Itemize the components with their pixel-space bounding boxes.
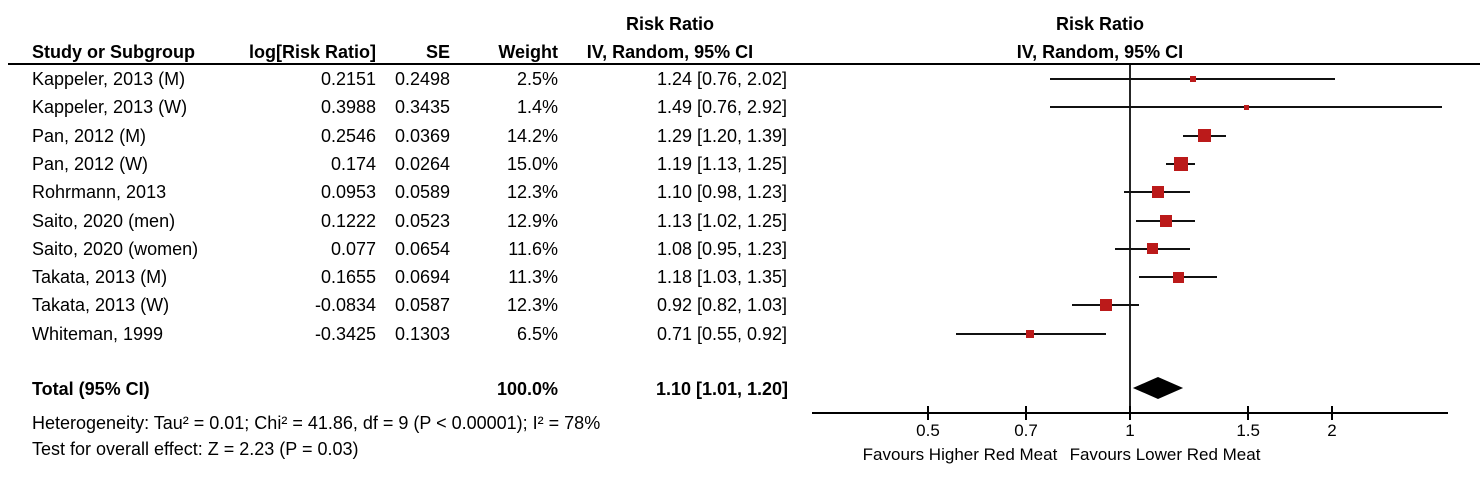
header-separator-line — [8, 63, 1480, 65]
weight-cell: 14.2% — [506, 125, 558, 146]
column-header-weight: Weight — [498, 42, 558, 62]
effect-square-marker — [1173, 156, 1188, 171]
weight-cell: 2.5% — [516, 69, 558, 89]
plot-header-risk-ratio-title: Risk Ratio — [1055, 14, 1145, 34]
weight-cell: 1.4% — [516, 97, 558, 118]
axis-tick — [1129, 406, 1131, 420]
axis-tick — [927, 406, 929, 420]
total-row-label: Total (95% CI) — [32, 379, 150, 399]
axis-tick-label: 1 — [1125, 421, 1135, 440]
weight-cell: 12.9% — [506, 210, 558, 231]
column-header-iv-random-ci: IV, Random, 95% CI — [586, 42, 754, 62]
column-header-study: Study or Subgroup — [32, 42, 195, 62]
log-rr-cell: 0.0953 — [320, 182, 376, 203]
se-cell: 0.0694 — [394, 267, 450, 288]
column-header-log-risk-ratio: log[Risk Ratio] — [248, 42, 376, 62]
favours-left-label: Favours Higher Red Meat — [862, 445, 1058, 464]
study-name-cell: Takata, 2013 (W) — [32, 295, 170, 316]
null-effect-line — [1129, 65, 1131, 413]
overall-effect-test: Test for overall effect: Z = 2.23 (P = 0… — [32, 439, 359, 459]
heterogeneity-stats: Heterogeneity: Tau² = 0.01; Chi² = 41.86… — [32, 413, 601, 433]
log-rr-cell: 0.1222 — [320, 210, 376, 231]
ci-cell: 0.92 [0.82, 1.03] — [656, 295, 788, 316]
ci-cell: 1.24 [0.76, 2.02] — [656, 69, 788, 89]
log-rr-cell: 0.077 — [330, 238, 376, 259]
se-cell: 0.0589 — [394, 182, 450, 203]
study-name-cell: Kappeler, 2013 (M) — [32, 69, 186, 89]
effect-square-marker — [1243, 104, 1249, 110]
log-rr-cell: 0.1655 — [320, 267, 376, 288]
se-cell: 0.0264 — [394, 153, 450, 174]
effect-square-marker — [1189, 76, 1196, 82]
column-header-risk-ratio-title: Risk Ratio — [625, 14, 715, 34]
effect-square-marker — [1099, 299, 1112, 312]
ci-cell: 1.18 [1.03, 1.35] — [656, 267, 788, 288]
study-name-cell: Pan, 2012 (M) — [32, 125, 147, 146]
se-cell: 0.0654 — [394, 238, 450, 259]
log-rr-cell: 0.2546 — [320, 125, 376, 146]
se-cell: 0.3435 — [394, 97, 450, 118]
log-rr-cell: 0.2151 — [320, 69, 376, 89]
axis-tick — [1247, 406, 1250, 420]
pooled-diamond — [1132, 377, 1184, 399]
ci-cell: 1.29 [1.20, 1.39] — [656, 125, 788, 146]
study-name-cell: Rohrmann, 2013 — [32, 182, 167, 203]
ci-cell: 1.49 [0.76, 2.92] — [656, 97, 788, 118]
ci-cell: 1.19 [1.13, 1.25] — [656, 153, 788, 174]
weight-cell: 15.0% — [506, 153, 558, 174]
ci-cell: 1.08 [0.95, 1.23] — [656, 238, 788, 259]
study-name-cell: Saito, 2020 (men) — [32, 210, 176, 231]
log-rr-cell: 0.3988 — [320, 97, 376, 118]
ci-cell: 1.13 [1.02, 1.25] — [656, 210, 788, 231]
weight-cell: 12.3% — [506, 295, 558, 316]
plot-header-iv-random-ci: IV, Random, 95% CI — [1016, 42, 1184, 62]
se-cell: 0.2498 — [394, 69, 450, 89]
se-cell: 0.1303 — [394, 323, 450, 344]
effect-square-marker — [1146, 243, 1158, 255]
column-header-se: SE — [425, 42, 450, 62]
axis-tick-label: 1.5 — [1236, 421, 1260, 440]
total-row-weight: 100.0% — [496, 379, 558, 399]
study-name-cell: Pan, 2012 (W) — [32, 153, 149, 174]
axis-tick — [1330, 406, 1333, 420]
study-name-cell: Takata, 2013 (M) — [32, 267, 168, 288]
axis-tick-label: 2 — [1327, 421, 1337, 440]
se-cell: 0.0369 — [394, 125, 450, 146]
ci-cell: 0.71 [0.55, 0.92] — [656, 323, 788, 344]
weight-cell: 11.3% — [508, 267, 558, 288]
log-rr-cell: 0.174 — [330, 153, 376, 174]
weight-cell: 6.5% — [516, 323, 558, 344]
ci-cell: 1.10 [0.98, 1.23] — [656, 182, 788, 203]
log-rr-cell: -0.0834 — [314, 295, 376, 316]
log-rr-cell: -0.3425 — [314, 323, 376, 344]
se-cell: 0.0587 — [394, 295, 450, 316]
total-row-ci: 1.10 [1.01, 1.20] — [655, 379, 789, 399]
axis-tick-label: 0.5 — [916, 421, 940, 440]
study-name-cell: Kappeler, 2013 (W) — [32, 97, 188, 118]
effect-square-marker — [1151, 186, 1164, 199]
axis-tick — [1025, 406, 1028, 420]
effect-square-marker — [1197, 129, 1211, 143]
weight-cell: 11.6% — [508, 238, 558, 259]
study-name-cell: Whiteman, 1999 — [32, 323, 164, 344]
weight-cell: 12.3% — [506, 182, 558, 203]
study-name-cell: Saito, 2020 (women) — [32, 238, 199, 259]
axis-tick-label: 0.7 — [1014, 421, 1038, 440]
effect-square-marker — [1172, 271, 1184, 283]
effect-square-marker — [1026, 329, 1035, 338]
favours-right-label: Favours Lower Red Meat — [1069, 445, 1261, 464]
se-cell: 0.0523 — [394, 210, 450, 231]
effect-square-marker — [1159, 214, 1172, 227]
